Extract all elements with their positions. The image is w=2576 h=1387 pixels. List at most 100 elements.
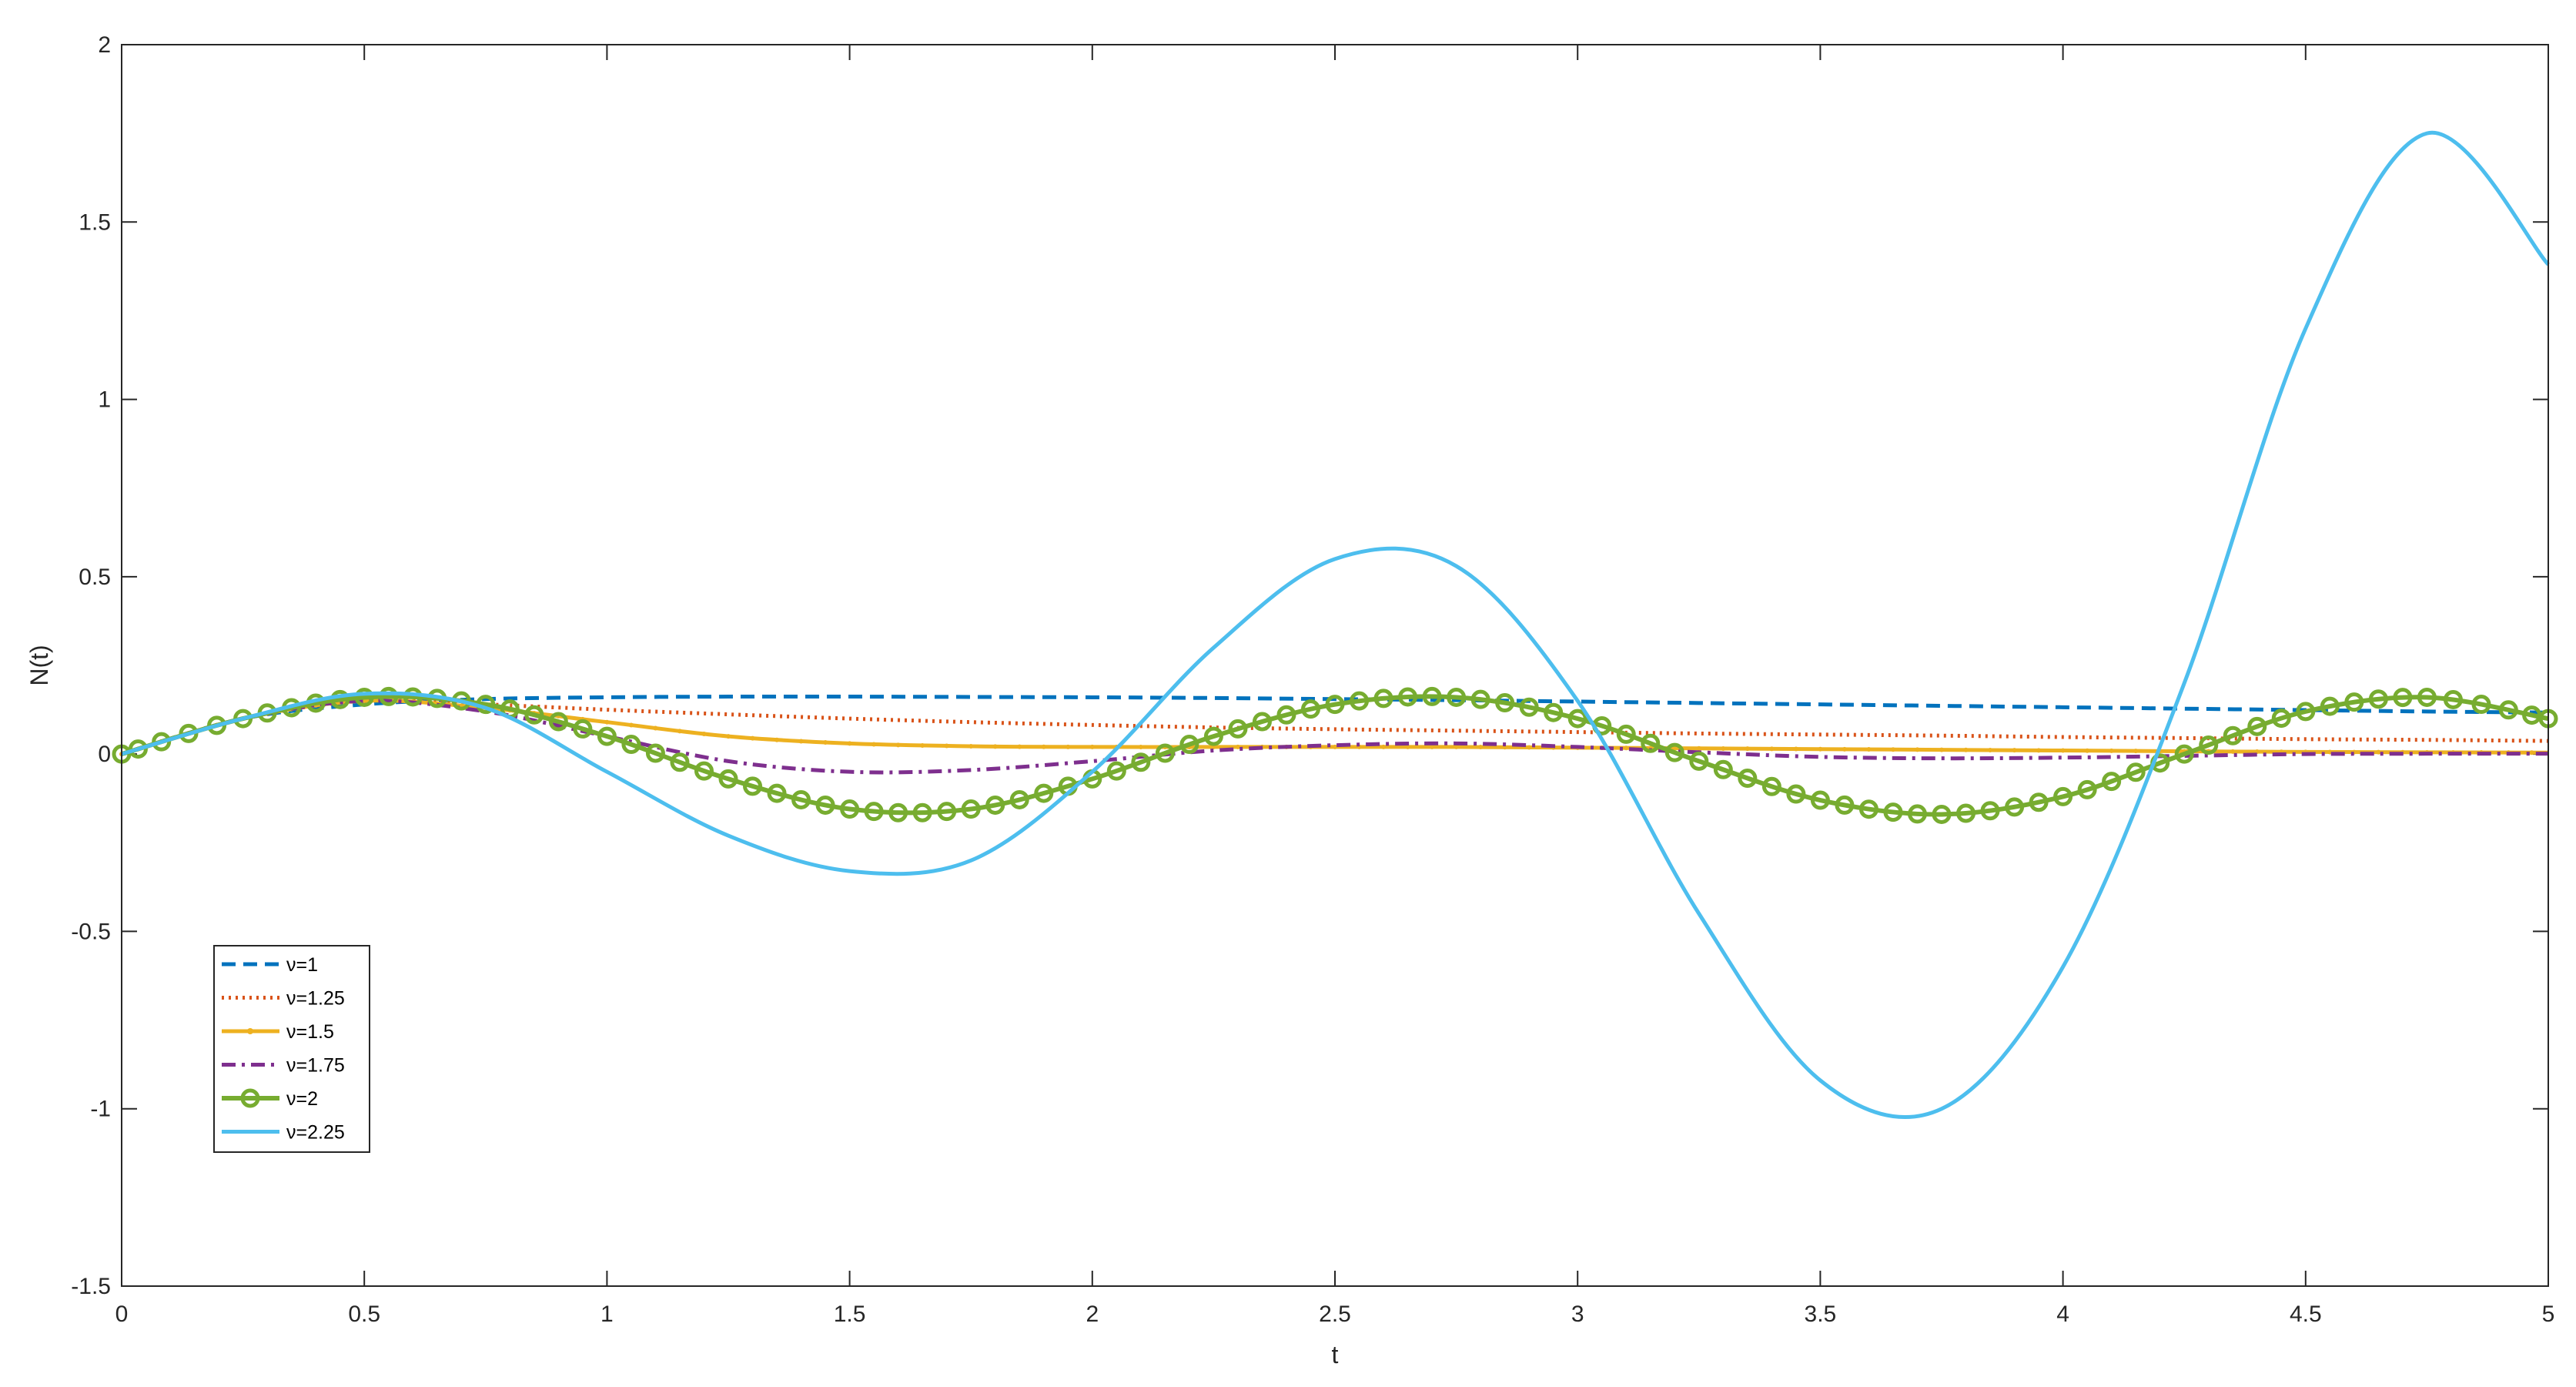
legend-marker — [240, 1088, 260, 1108]
data-point — [1544, 702, 1564, 722]
plot-box — [121, 44, 2549, 1287]
data-point — [1422, 686, 1442, 706]
data-point — [1932, 804, 1952, 824]
data-point — [1430, 744, 1435, 749]
data-point — [670, 752, 690, 772]
data-point — [847, 741, 852, 746]
x-tick-label: 0.5 — [348, 1302, 380, 1327]
data-point — [1835, 795, 1855, 815]
data-point — [1793, 746, 1798, 752]
data-point — [2053, 786, 2073, 806]
data-point — [1252, 712, 1272, 732]
legend-item: ν=2.25 — [222, 1122, 345, 1144]
data-point — [1721, 745, 1726, 751]
data-point — [2271, 709, 2291, 729]
data-point — [1883, 802, 1903, 822]
data-point — [1567, 709, 1587, 729]
data-point — [1842, 746, 1847, 752]
data-point — [2443, 689, 2463, 709]
series-line — [121, 694, 2549, 756]
legend-marker — [247, 1028, 253, 1034]
data-point — [920, 743, 925, 748]
data-point — [895, 742, 901, 748]
data-point — [1381, 744, 1387, 749]
data-point — [1041, 744, 1046, 749]
data-point — [694, 761, 714, 781]
data-point — [823, 739, 828, 745]
data-point — [2393, 688, 2413, 708]
data-point — [1664, 742, 1684, 762]
data-point — [1696, 745, 1701, 751]
data-point — [2060, 748, 2066, 753]
legend: ν=1 ν=1.25 ν=1.5 ν=1.75 ν=2 ν=2.25 — [213, 945, 370, 1153]
data-point — [403, 687, 423, 707]
series-line — [121, 694, 2549, 817]
legend-label: ν=2.25 — [286, 1122, 345, 1144]
data-point — [2012, 748, 2017, 753]
data-point — [1818, 746, 1823, 752]
data-point — [2102, 772, 2122, 792]
data-point — [774, 737, 780, 742]
series-6 — [121, 130, 2550, 1120]
data-point — [1866, 747, 1872, 752]
legend-label: ν=1.25 — [286, 988, 345, 1010]
data-point — [2005, 797, 2025, 817]
data-point — [2247, 716, 2267, 736]
data-point — [1738, 769, 1758, 788]
data-point — [1915, 747, 1920, 752]
plot-area — [122, 45, 2548, 1286]
data-point — [1034, 783, 1054, 803]
series-4 — [121, 699, 2549, 775]
data-point — [2376, 749, 2381, 755]
legend-item: ν=1.75 — [222, 1055, 345, 1077]
data-point — [2230, 749, 2236, 754]
data-point — [2344, 692, 2364, 712]
data-point — [992, 744, 998, 749]
x-tick-label: 3 — [1571, 1302, 1584, 1327]
data-point — [1325, 695, 1345, 715]
data-point — [726, 734, 731, 739]
data-point — [798, 739, 804, 744]
data-point — [2199, 735, 2219, 755]
y-tick-label: -0.5 — [71, 919, 111, 944]
data-point — [871, 742, 877, 747]
x-tick-label: 2 — [1086, 1302, 1099, 1327]
data-point — [2109, 748, 2114, 753]
data-point — [354, 687, 374, 707]
legend-label: ν=2 — [286, 1088, 318, 1110]
legend-box — [213, 945, 370, 1153]
data-point — [548, 712, 568, 732]
data-point — [1106, 761, 1126, 781]
data-point — [379, 686, 399, 706]
legend-item: ν=1 — [222, 954, 318, 976]
data-point — [743, 776, 763, 796]
data-point — [1131, 752, 1151, 772]
data-point — [1890, 747, 1895, 752]
data-point — [961, 799, 981, 819]
data-point — [1300, 699, 1320, 719]
y-tick-label: 0 — [98, 742, 111, 767]
data-point — [1066, 744, 1071, 749]
data-point — [128, 739, 148, 759]
data-point — [645, 743, 665, 763]
data-point — [1276, 705, 1296, 725]
data-point — [1138, 745, 1143, 749]
data-point — [1713, 759, 1733, 779]
data-point — [767, 783, 787, 803]
data-point — [888, 802, 908, 822]
y-axis-label: N(t) — [25, 645, 53, 685]
data-point — [1447, 687, 1467, 707]
data-point — [2126, 762, 2146, 782]
data-point — [1858, 799, 1878, 819]
data-point — [864, 802, 884, 822]
x-tick-label: 5 — [2542, 1302, 2555, 1327]
data-point — [912, 802, 932, 822]
data-point — [985, 795, 1005, 815]
y-tick-label: 1.5 — [79, 209, 111, 235]
data-point — [1810, 790, 1830, 810]
x-tick-label: 0 — [115, 1302, 129, 1327]
data-point — [597, 726, 617, 746]
data-point — [2036, 748, 2042, 753]
data-point — [2077, 779, 2097, 799]
